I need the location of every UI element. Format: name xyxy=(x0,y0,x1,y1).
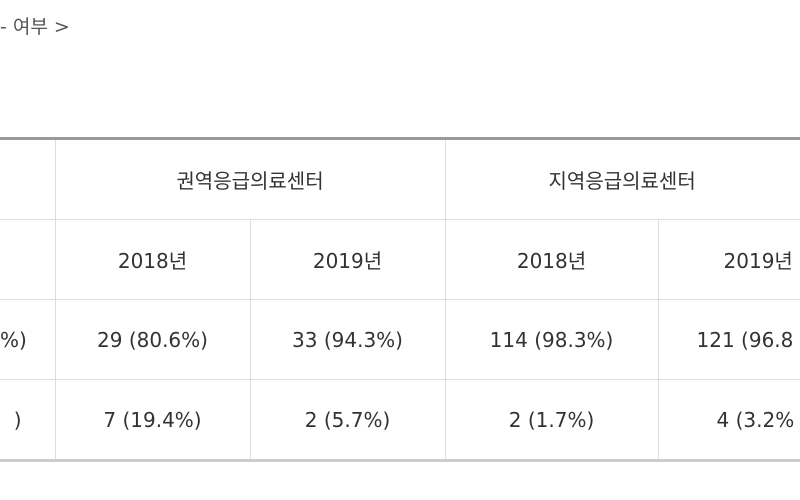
year-header: 2018년 xyxy=(54,219,251,300)
data-table: 권역응급의료센터 지역응급의료센터 2018년 2019년 2018년 2019… xyxy=(0,137,800,462)
cell: 114 (98.3%) xyxy=(444,299,659,380)
group-header: 지역응급의료센터 xyxy=(444,137,800,220)
header-row: 권역응급의료센터 지역응급의료센터 xyxy=(0,137,800,220)
year-row: 2018년 2019년 2018년 2019년 xyxy=(0,219,800,300)
data-row: %) 29 (80.6%) 33 (94.3%) 114 (98.3%) 121… xyxy=(0,299,800,380)
cell: 121 (96.8 xyxy=(657,299,800,380)
header-cell xyxy=(0,219,56,300)
cell: ) xyxy=(0,379,56,462)
cell: 7 (19.4%) xyxy=(54,379,251,462)
header-cell xyxy=(0,137,56,220)
cell: 4 (3.2% xyxy=(657,379,800,462)
cell: 29 (80.6%) xyxy=(54,299,251,380)
year-header: 2019년 xyxy=(249,219,446,300)
cell: %) xyxy=(0,299,56,380)
data-row: ) 7 (19.4%) 2 (5.7%) 2 (1.7%) 4 (3.2% xyxy=(0,379,800,462)
group-header: 권역응급의료센터 xyxy=(54,137,446,220)
breadcrumb: - 여부 > xyxy=(0,16,70,38)
cell: 33 (94.3%) xyxy=(249,299,446,380)
cell: 2 (1.7%) xyxy=(444,379,659,462)
year-header: 2018년 xyxy=(444,219,659,300)
year-header: 2019년 xyxy=(657,219,800,300)
cell: 2 (5.7%) xyxy=(249,379,446,462)
